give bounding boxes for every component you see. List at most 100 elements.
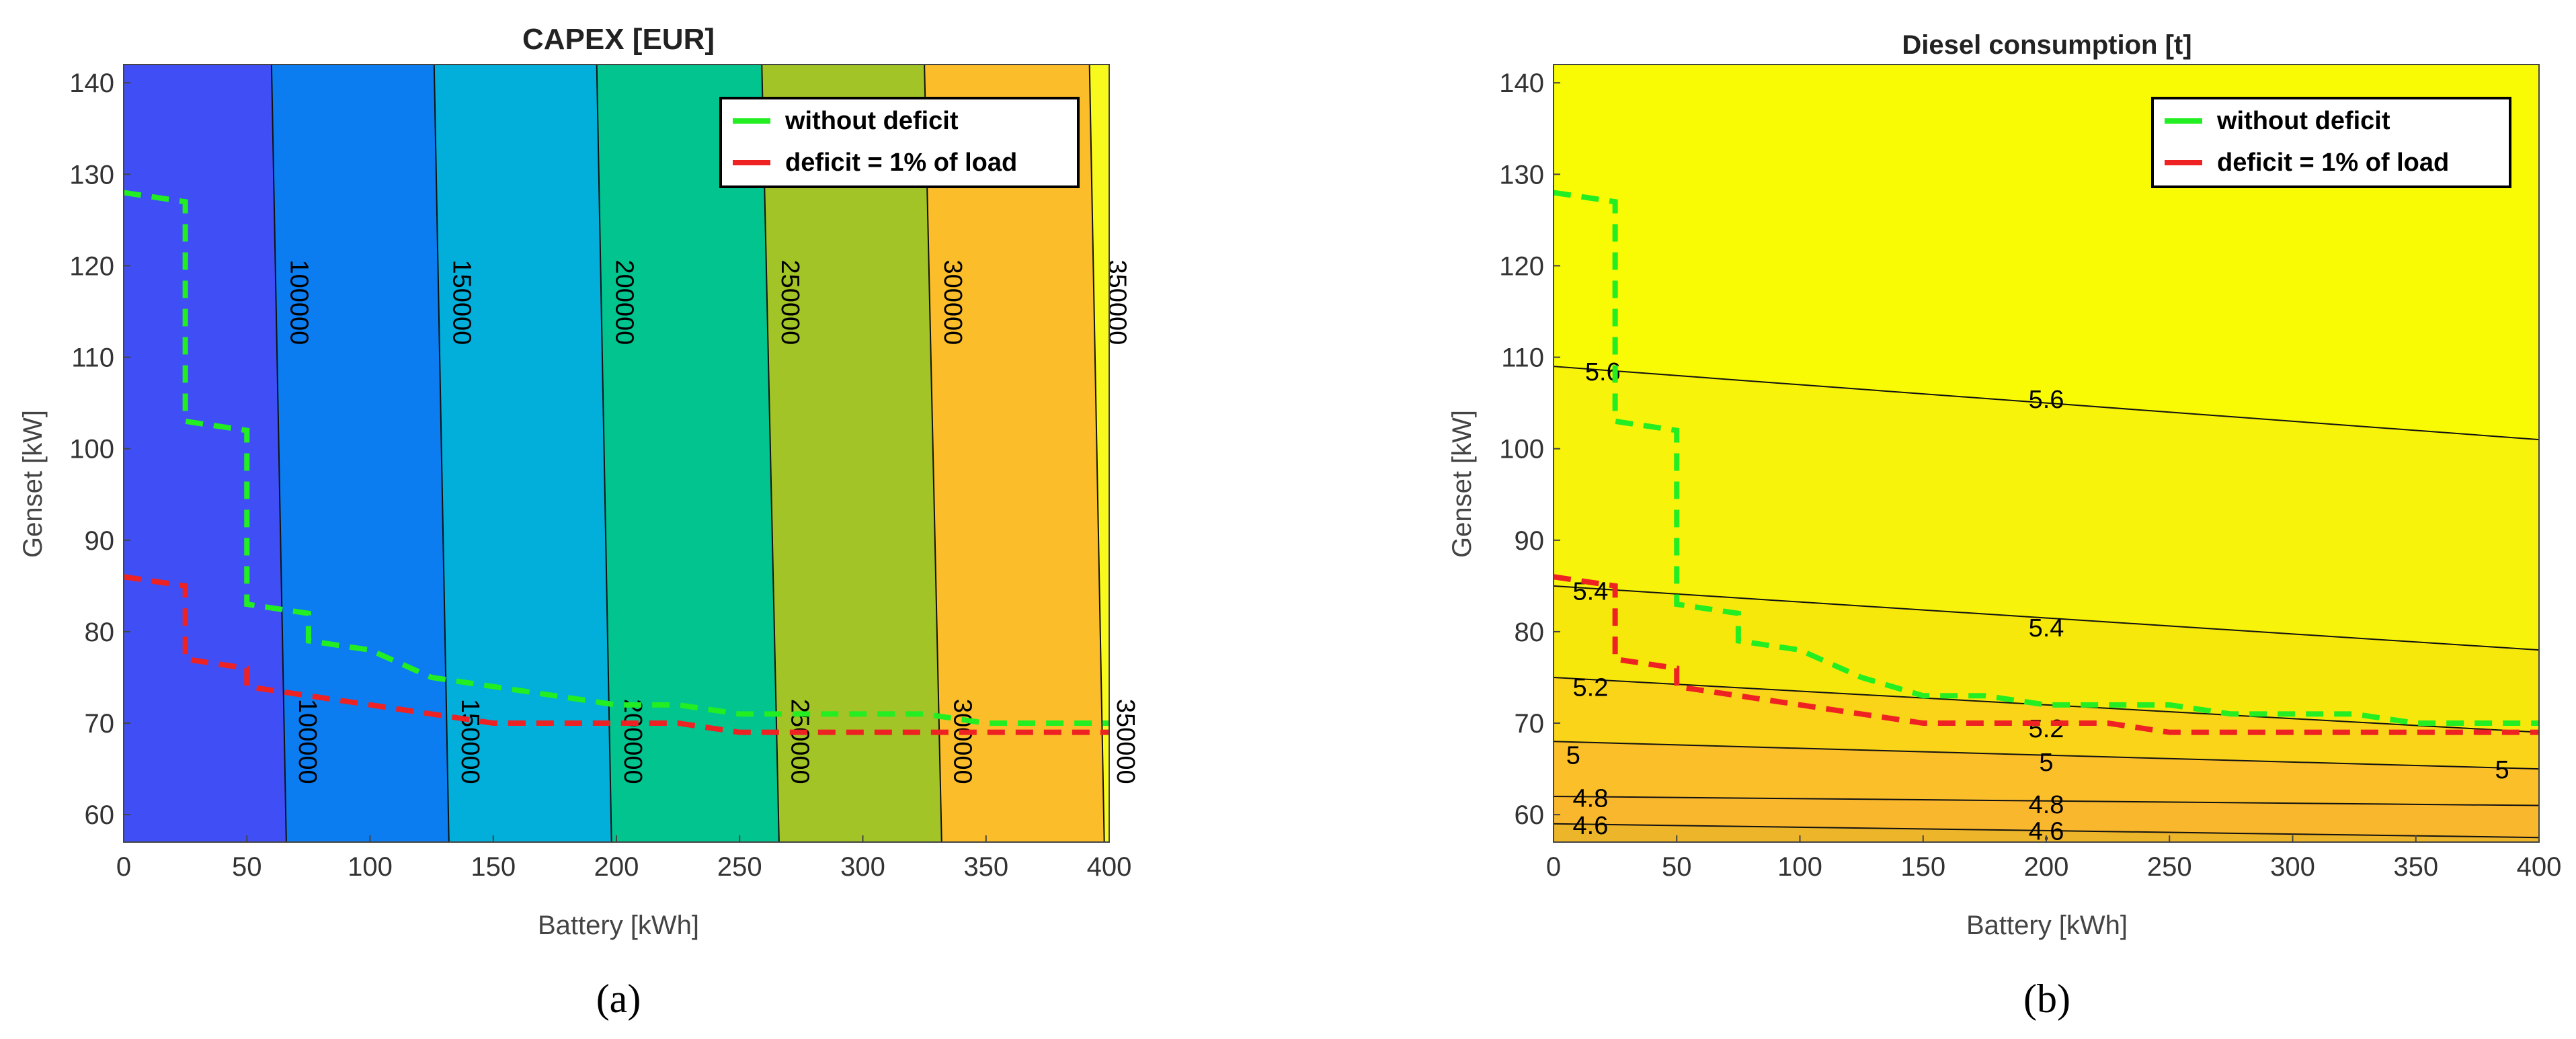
panel-a-contour-label: 150000: [456, 699, 484, 784]
panel-b-contour-line: [1553, 676, 2540, 733]
panel-b-xtick-label: 300: [2270, 852, 2315, 882]
panel-b-xlabel: Battery [kWh]: [1966, 911, 2128, 940]
panel-a-ytick-label: 110: [71, 343, 114, 373]
panel-b-contour-line: [1553, 585, 2540, 651]
panel-a-contour-band: [762, 65, 942, 842]
panel-b-contour-label: 5.2: [1573, 674, 1609, 702]
panel-a-contour-line: [270, 64, 287, 843]
panel-b-contour-line: [1553, 366, 2540, 441]
panel-b-series-deficit-1pct: [1553, 574, 2539, 735]
panel-a-contour-line: [596, 64, 612, 843]
panel-a-contour-label: 200000: [618, 699, 647, 784]
panel-b-contour-label: 4.6: [1573, 812, 1609, 840]
panel-a-contour-band: [271, 65, 449, 842]
panel-a-caption: (a): [596, 976, 641, 1021]
panel-a-legend: without deficit deficit = 1% of load: [719, 97, 1080, 188]
panel-a-xtick-label: 350: [963, 852, 1008, 882]
panel-b-xtick-label: 150: [1900, 852, 1945, 882]
panel-b-title: Diesel consumption [t]: [1902, 30, 2191, 60]
panel-a-plot-area: 100000 100000 150000 150000 200000 200000 2500…: [123, 64, 1139, 843]
panel-a-contour-band: [1089, 65, 1109, 842]
panel-b-contour-label: 5.4: [2029, 614, 2064, 642]
panel-a-ylabel: Genset [kW]: [18, 410, 48, 558]
panel-b-ytick-label: 110: [1501, 343, 1544, 373]
panel-b-contour-label: 5: [1566, 741, 1580, 770]
panel-a-ytick-label: 100: [69, 435, 114, 464]
panel-b-legend-label: deficit = 1% of load: [2217, 149, 2449, 177]
panel-a-contour-line: [1088, 64, 1105, 843]
panel-a-contour-label: 350000: [1111, 699, 1139, 784]
panel-a-contour-label: 350000: [1102, 259, 1131, 345]
panel-a-title: CAPEX [EUR]: [522, 23, 715, 56]
panel-b-xtick-label: 50: [1662, 852, 1692, 882]
panel-b-contour-label: 5.6: [2029, 386, 2064, 414]
panel-a-xtick-label: 150: [471, 852, 516, 882]
panel-a-xtick-label: 100: [348, 852, 393, 882]
panel-a-contour-band: [924, 65, 1104, 842]
panel-a-contour-label: 200000: [610, 259, 638, 345]
panel-b-ytick-label: 130: [1499, 160, 1544, 190]
panel-a-xtick-label: 400: [1087, 852, 1132, 882]
panel-b-ytick-label: 70: [1515, 709, 1545, 739]
panel-a-ytick-label: 130: [69, 160, 114, 190]
panel-b-caption: (b): [2023, 976, 2070, 1021]
panel-a-ytick-label: 70: [85, 709, 115, 739]
panel-a-chart: CAPEX [EUR] 1000001000001500001500002000…: [18, 23, 1139, 1021]
panel-a-xtick-label: 250: [717, 852, 762, 882]
panel-a-ytick-label: 90: [85, 526, 115, 556]
panel-a-contour-band: [434, 65, 612, 842]
panel-a-xtick-label: 200: [594, 852, 639, 882]
panel-b-contour-label: 4.8: [1573, 784, 1609, 813]
panel-a-series-without-deficit: [123, 190, 1109, 726]
panel-a-xtick-label: 50: [232, 852, 262, 882]
panel-a-legend-label: deficit = 1% of load: [785, 149, 1017, 177]
panel-b-ytick-label: 80: [1515, 618, 1545, 647]
panel-a-contour-label: 300000: [938, 259, 967, 345]
panel-a-legend-box: [719, 97, 1080, 188]
panel-b-xtick-label: 100: [1777, 852, 1822, 882]
panel-b-ytick-label: 60: [1515, 800, 1545, 830]
panel-a-ytick-label: 60: [85, 800, 115, 830]
panel-a-contour-band: [124, 65, 286, 842]
panel-b-chart: Diesel consumption [t] 5.65.65.45.45.25.…: [1447, 30, 2561, 1021]
panel-b-contour-line: [1553, 823, 2540, 839]
panel-a-xlabel: Battery [kWh]: [538, 911, 699, 940]
panel-b-contour-label: 5: [2039, 749, 2053, 777]
panel-b-contour-label: 5.2: [2029, 715, 2064, 743]
panel-a-contour-label: 150000: [448, 259, 476, 345]
panel-b-ytick-label: 90: [1515, 526, 1545, 556]
panel-a-ytick-label: 140: [69, 69, 114, 98]
panel-a-axes: 0 50 100 150 200 250 300 350 400 60 70 80 90 100 110 12…: [69, 64, 1132, 882]
panel-b-contour-label: 4.8: [2029, 791, 2064, 819]
panel-b-series-without-deficit: [1553, 190, 2539, 726]
panel-a-legend-label: without deficit: [784, 107, 959, 135]
panel-b-ytick-label: 100: [1499, 435, 1544, 464]
panel-b-contour-line: [1553, 741, 2540, 770]
panel-b-xtick-label: 200: [2024, 852, 2069, 882]
panel-b-ylabel: Genset [kW]: [1447, 410, 1477, 558]
panel-b-contour-line: [1553, 795, 2540, 806]
panel-b-legend-box: [2151, 97, 2511, 188]
panel-a-contour-band: [596, 65, 779, 842]
panel-a-contour-label: 300000: [948, 699, 976, 784]
panel-b-xtick-label: 0: [1546, 852, 1561, 882]
panel-b-plot-area: 5.65.65.45.45.25.25 5 54.8 4.84.6 4.6: [1553, 65, 2540, 845]
panel-b-ytick-label: 120: [1499, 251, 1544, 281]
panel-a-ytick-label: 80: [85, 618, 115, 647]
panel-a-contour-label: 100000: [285, 259, 313, 345]
panel-b-contour-label: 5: [2495, 756, 2509, 784]
panel-b-legend: without deficit deficit = 1% of load: [2151, 97, 2511, 188]
panel-a-contour-line: [924, 64, 942, 843]
panel-a-xtick-label: 300: [840, 852, 885, 882]
panel-b-xtick-label: 350: [2393, 852, 2438, 882]
panel-b-legend-label: without deficit: [2216, 107, 2390, 135]
panel-b-xtick-label: 400: [2517, 852, 2562, 882]
panel-b-ytick-label: 140: [1499, 69, 1544, 98]
panel-b-axes: 0 50 100 150 200 250 300 350 400 60 70 80 90 100 110 12…: [1499, 64, 2562, 882]
panel-a-contour-label: 100000: [293, 699, 321, 784]
panel-a-ytick-label: 120: [69, 251, 114, 281]
panel-a-series-deficit-1pct: [123, 574, 1109, 735]
panel-a-xtick-label: 0: [116, 852, 131, 882]
panel-b-xtick-label: 250: [2147, 852, 2192, 882]
